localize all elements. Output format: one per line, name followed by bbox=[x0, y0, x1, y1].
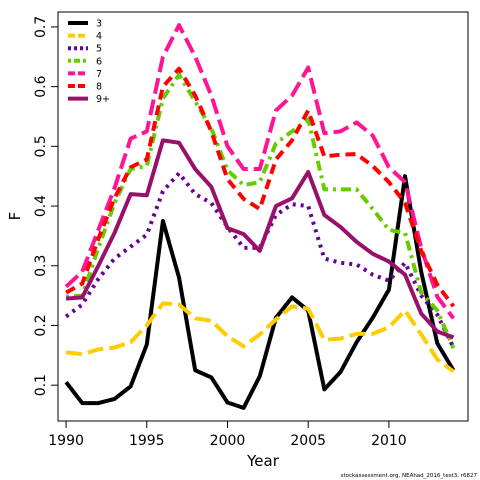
y-tick-label: 0.7 bbox=[33, 16, 49, 38]
series-line-7 bbox=[65, 138, 455, 340]
y-tick-label: 0.1 bbox=[33, 374, 49, 396]
x-tick-label: 1995 bbox=[129, 433, 165, 449]
y-tick-label: 0.2 bbox=[33, 314, 49, 336]
x-axis-title: Year bbox=[246, 452, 280, 470]
series-line-4 bbox=[65, 72, 456, 349]
legend-item: 9+ bbox=[68, 94, 110, 105]
legend-label: 3 bbox=[96, 19, 102, 30]
legend-item: 8 bbox=[68, 82, 102, 93]
series-line-5 bbox=[64, 23, 456, 320]
legend-item: 4 bbox=[68, 31, 102, 42]
plot-frame bbox=[57, 11, 469, 422]
legend-label: 9+ bbox=[96, 94, 110, 105]
x-tick-label: 2005 bbox=[290, 433, 326, 449]
x-tick-label: 1990 bbox=[48, 433, 84, 449]
x-axis: 1990 1995 2000 2005 2010 bbox=[48, 421, 407, 449]
legend-item: 3 bbox=[68, 19, 102, 30]
source-caption: stockassessment.org, NEAhad_2016_test3, … bbox=[341, 473, 478, 479]
legend-label: 5 bbox=[96, 44, 102, 55]
y-tick-label: 0.4 bbox=[33, 195, 49, 217]
series-line-3 bbox=[64, 171, 456, 349]
legend-label: 4 bbox=[96, 31, 102, 42]
series-line-6 bbox=[65, 66, 456, 308]
legend-item: 5 bbox=[68, 44, 102, 55]
y-axis-title: F bbox=[6, 212, 24, 221]
series-line-1 bbox=[64, 174, 456, 410]
legend-label: 8 bbox=[96, 82, 102, 93]
series-line-2 bbox=[65, 301, 455, 374]
y-axis: 0.1 0.2 0.3 0.4 0.5 0.6 0.7 bbox=[33, 16, 58, 396]
legend-item: 6 bbox=[68, 56, 102, 67]
y-tick-label: 0.5 bbox=[33, 135, 49, 157]
y-tick-label: 0.3 bbox=[33, 255, 49, 277]
series-layer bbox=[64, 23, 456, 410]
legend-label: 7 bbox=[96, 69, 102, 80]
x-tick-label: 2010 bbox=[371, 433, 407, 449]
legend: 34 56 7 89+ bbox=[68, 19, 110, 105]
x-tick-label: 2000 bbox=[210, 433, 246, 449]
legend-label: 6 bbox=[96, 56, 102, 67]
y-tick-label: 0.6 bbox=[33, 75, 49, 97]
legend-item: 7 bbox=[68, 69, 102, 80]
